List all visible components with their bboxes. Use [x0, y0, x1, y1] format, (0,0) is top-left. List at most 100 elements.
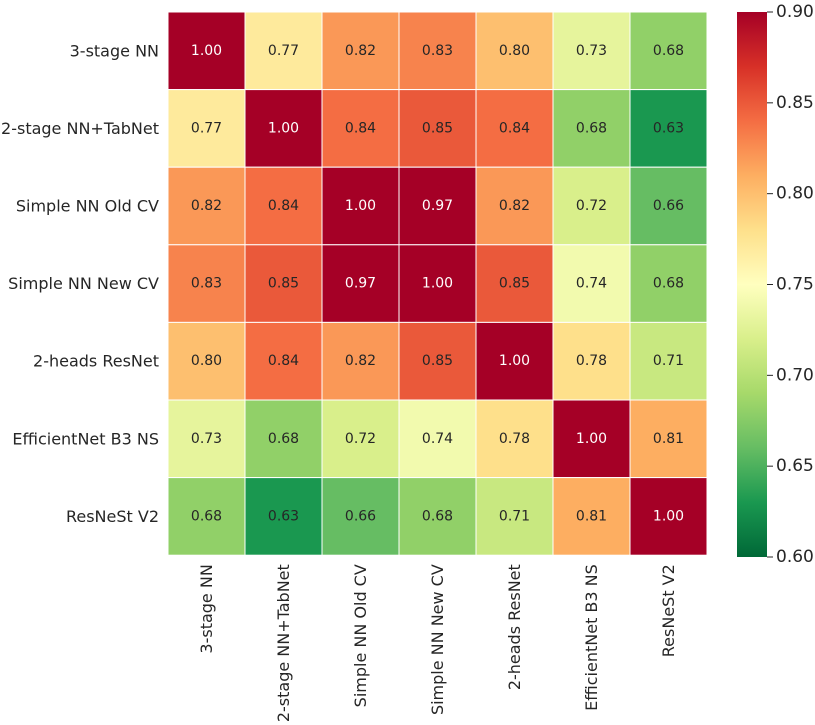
- cell-value-r5-c2: 0.72: [345, 431, 376, 447]
- heatmap-cell-r1-c5: [552, 89, 631, 168]
- row-label-resnest-v2: ResNeSt V2: [66, 507, 159, 526]
- cell-value-r5-c3: 0.74: [422, 431, 453, 447]
- cell-value-r4-c0: 0.80: [191, 353, 222, 369]
- cell-value-r4-c4: 1.00: [499, 353, 530, 369]
- cell-value-r1-c4: 0.84: [499, 120, 530, 136]
- heatmap-cell-r3-c6: [629, 244, 708, 323]
- cell-value-r1-c3: 0.85: [422, 120, 453, 136]
- heatmap-cell-r1-c2: [321, 89, 400, 168]
- heatmap-cell-r1-c4: [475, 89, 554, 168]
- heatmap-cell-r0-c5: [552, 11, 631, 91]
- cell-value-r3-c3: 1.00: [422, 276, 453, 292]
- row-label-simple-nn-new-cv: Simple NN New CV: [8, 274, 159, 293]
- heatmap-cell-r0-c2: [321, 11, 400, 91]
- row-label-simple-nn-old-cv: Simple NN Old CV: [16, 197, 159, 216]
- heatmap-cell-r3-c3: [398, 244, 477, 323]
- heatmap-cell-r2-c4: [475, 166, 554, 246]
- cell-value-r4-c2: 0.82: [345, 353, 376, 369]
- heatmap-cell-r2-c5: [552, 166, 631, 246]
- cell-value-r3-c2: 0.97: [345, 276, 376, 292]
- cell-value-r5-c6: 0.81: [653, 431, 684, 447]
- cell-value-r1-c5: 0.68: [576, 120, 607, 136]
- row-label-efficientnet-b3-ns: EfficientNet B3 NS: [12, 429, 159, 448]
- heatmap-cell-r6-c5: [552, 477, 631, 556]
- cell-value-r5-c4: 0.78: [499, 431, 530, 447]
- heatmap-cell-r3-c0: [167, 244, 246, 323]
- cell-value-r0-c3: 0.83: [422, 43, 453, 59]
- heatmap-cell-r5-c0: [167, 399, 246, 479]
- heatmap-cell-r2-c1: [244, 166, 323, 246]
- cell-value-r0-c4: 0.80: [499, 43, 530, 59]
- heatmap-cell-r3-c1: [244, 244, 323, 323]
- cell-value-r4-c6: 0.71: [653, 353, 684, 369]
- cell-value-r6-c0: 0.68: [191, 508, 222, 524]
- cell-value-r6-c6: 1.00: [653, 508, 684, 524]
- cell-value-r4-c5: 0.78: [576, 353, 607, 369]
- cell-value-r1-c0: 0.77: [191, 120, 222, 136]
- cell-value-r3-c1: 0.85: [268, 276, 299, 292]
- cell-value-r1-c1: 1.00: [268, 120, 299, 136]
- colorbar-tick-label-3: 0.75: [776, 275, 814, 295]
- cell-value-r6-c3: 0.68: [422, 508, 453, 524]
- cell-value-r6-c1: 0.63: [268, 508, 299, 524]
- cell-value-r5-c0: 0.73: [191, 431, 222, 447]
- row-labels: 3-stage NN 2-stage NN+TabNet Simple NN Old…: [1, 41, 159, 526]
- heatmap-cell-r3-c5: [552, 244, 631, 323]
- colorbar-tick-label-4: 0.80: [776, 184, 814, 204]
- column-label-simple-nn-new-cv: Simple NN New CV: [428, 564, 447, 715]
- heatmap-cell-r0-c4: [475, 11, 554, 91]
- colorbar-gradient: [737, 12, 767, 557]
- heatmap-cell-r5-c6: [629, 399, 708, 479]
- column-label-2-stage-nn-tabnet: 2-stage NN+TabNet: [274, 564, 293, 722]
- cell-value-r3-c0: 0.83: [191, 276, 222, 292]
- heatmap-cell-r6-c0: [167, 477, 246, 556]
- heatmap-cell-r2-c6: [629, 166, 708, 246]
- cell-value-r2-c4: 0.82: [499, 198, 530, 214]
- heatmap-cell-r5-c3: [398, 399, 477, 479]
- column-label-2-heads-resnet: 2-heads ResNet: [505, 564, 524, 690]
- heatmap-cell-r6-c6: [629, 477, 708, 556]
- cell-value-r0-c6: 0.68: [653, 43, 684, 59]
- heatmap-cell-r5-c1: [244, 399, 323, 479]
- heatmap-cell-r0-c1: [244, 11, 323, 91]
- colorbar-tick-label-6: 0.90: [776, 2, 814, 22]
- column-label-efficientnet-b3-ns: EfficientNet B3 NS: [582, 564, 601, 711]
- colorbar-tick-label-2: 0.70: [776, 365, 814, 385]
- heatmap-cell-r5-c4: [475, 399, 554, 479]
- cell-value-r0-c1: 0.77: [268, 43, 299, 59]
- cell-value-r5-c1: 0.68: [268, 431, 299, 447]
- heatmap-cell-r6-c4: [475, 477, 554, 556]
- cell-value-r3-c6: 0.68: [653, 276, 684, 292]
- heatmap-cell-r1-c6: [629, 89, 708, 168]
- cell-value-r0-c5: 0.73: [576, 43, 607, 59]
- cell-value-r2-c1: 0.84: [268, 198, 299, 214]
- cell-value-r0-c2: 0.82: [345, 43, 376, 59]
- cell-value-r4-c1: 0.84: [268, 353, 299, 369]
- cell-value-r2-c5: 0.72: [576, 198, 607, 214]
- cell-value-r4-c3: 0.85: [422, 353, 453, 369]
- row-label-2-heads-resnet: 2-heads ResNet: [33, 352, 159, 371]
- cell-value-r1-c6: 0.63: [653, 120, 684, 136]
- heatmap-cell-r4-c2: [321, 321, 400, 401]
- row-label-3-stage-nn: 3-stage NN: [70, 41, 159, 60]
- heatmap-cell-r6-c3: [398, 477, 477, 556]
- cells-layer: 1.00 0.77 0.82 0.83 0.80 0.73 0.68 0.77 1.00 0.84…: [167, 11, 708, 556]
- heatmap-cell-r0-c3: [398, 11, 477, 91]
- cell-value-r6-c4: 0.71: [499, 508, 530, 524]
- colorbar-tick-label-0: 0.60: [776, 547, 814, 567]
- row-label-2-stage-nn-tabnet: 2-stage NN+TabNet: [1, 119, 159, 138]
- cell-value-r2-c6: 0.66: [653, 198, 684, 214]
- colorbar-tick-label-5: 0.85: [776, 93, 814, 113]
- heatmap-cell-r4-c6: [629, 321, 708, 401]
- cell-value-r5-c5: 1.00: [576, 431, 607, 447]
- cell-value-r3-c5: 0.74: [576, 276, 607, 292]
- cell-value-r6-c5: 0.81: [576, 508, 607, 524]
- column-label-3-stage-nn: 3-stage NN: [197, 564, 216, 653]
- cell-value-r0-c0: 1.00: [191, 43, 222, 59]
- cell-value-r3-c4: 0.85: [499, 276, 530, 292]
- cell-value-r1-c2: 0.84: [345, 120, 376, 136]
- heatmap-cell-r6-c2: [321, 477, 400, 556]
- cell-value-r2-c0: 0.82: [191, 198, 222, 214]
